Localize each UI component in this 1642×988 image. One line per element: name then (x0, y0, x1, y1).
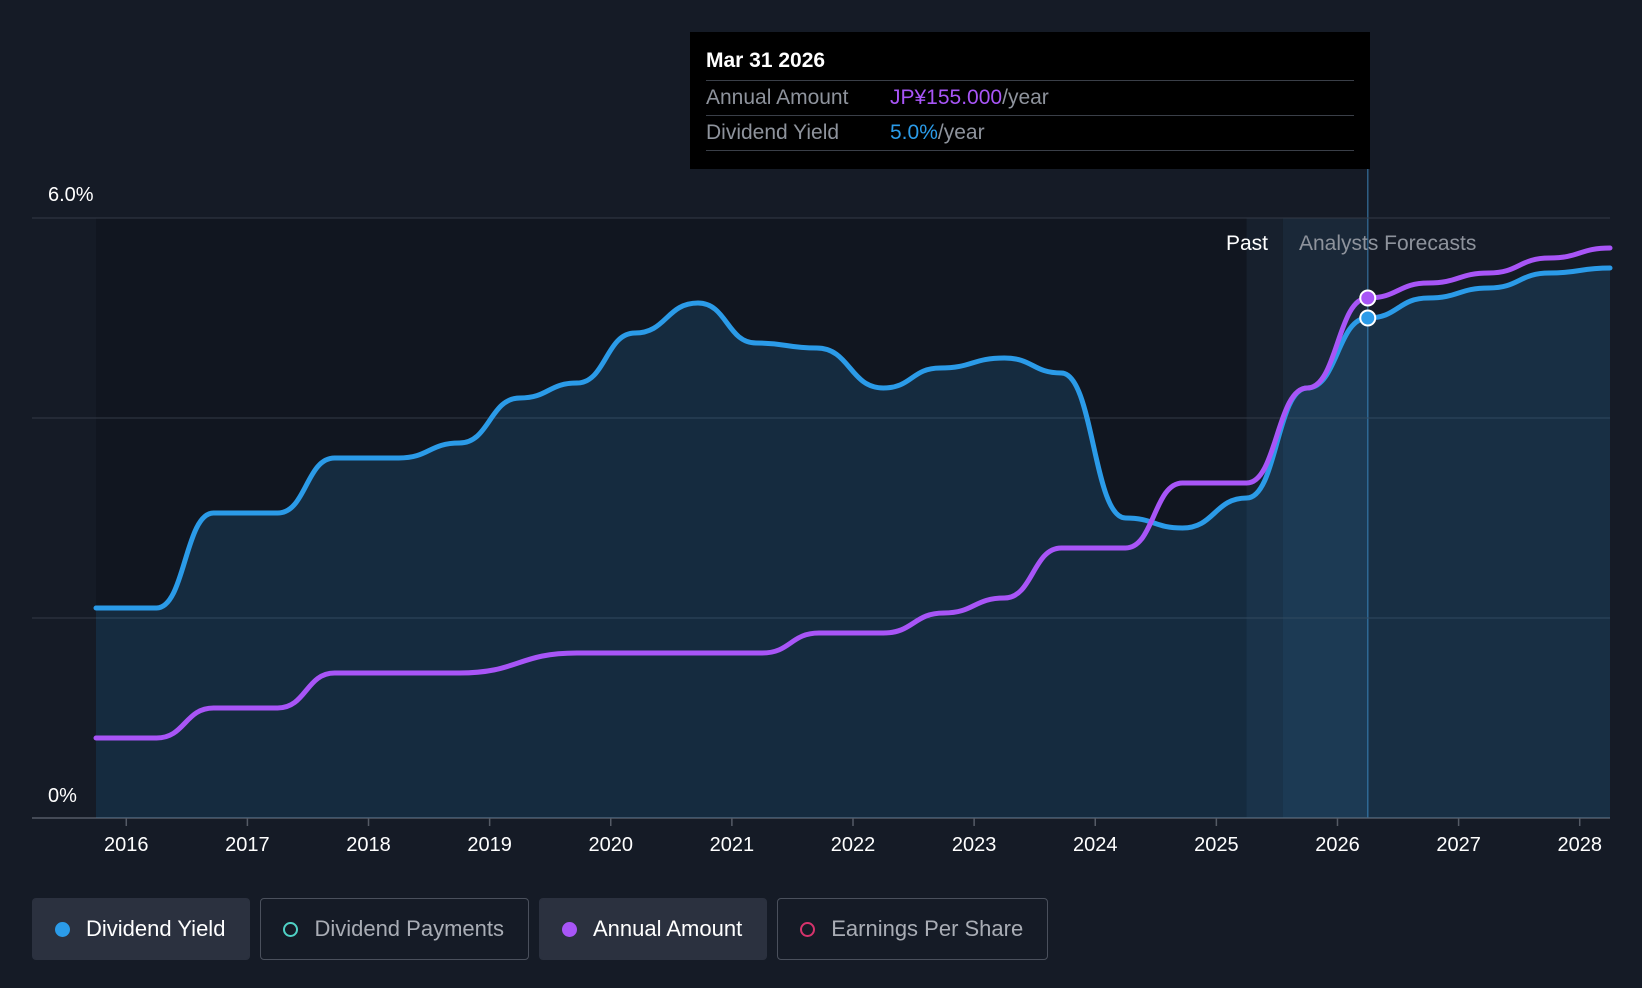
x-tick-label: 2022 (831, 834, 876, 856)
x-tick-label: 2019 (467, 834, 512, 856)
legend: Dividend Yield Dividend Payments Annual … (32, 898, 1049, 960)
hover-marker-0 (1359, 309, 1377, 327)
tooltip-unit: /year (1002, 86, 1049, 109)
y-label-max: 6.0% (48, 184, 94, 206)
tooltip-label: Annual Amount (706, 86, 849, 109)
past-region-band (96, 218, 1247, 818)
hover-marker-1 (1359, 289, 1377, 307)
x-tick-label: 2024 (1073, 834, 1118, 856)
tooltip-row-dividend-yield: Dividend Yield 5.0% /year (706, 116, 1354, 151)
forecast-label: Analysts Forecasts (1299, 232, 1476, 255)
x-tick-label: 2017 (225, 834, 270, 856)
legend-label: Earnings Per Share (831, 916, 1024, 941)
x-tick-label: 2027 (1436, 834, 1481, 856)
hollow-dot-icon (283, 921, 299, 937)
hollow-dot-icon (800, 921, 816, 937)
legend-label: Annual Amount (592, 916, 743, 941)
tooltip-label: Dividend Yield (706, 121, 840, 144)
x-tick-label: 2023 (952, 834, 997, 856)
tooltip-row-annual-amount: Annual Amount JP¥155.000 /year (706, 81, 1354, 116)
x-tick-label: 2021 (710, 834, 755, 856)
tooltip-value: JP¥155.000 (890, 86, 1003, 109)
x-tick-label: 2018 (346, 834, 391, 856)
filled-dot-icon (55, 921, 70, 937)
x-tick-label: 2028 (1557, 834, 1602, 856)
transition-band (1246, 218, 1283, 818)
tooltip-value: 5.0% (890, 121, 938, 144)
past-label: Past (1226, 232, 1268, 255)
highlight-band (1282, 218, 1368, 818)
x-tick-label: 2026 (1315, 834, 1360, 856)
x-tick-label: 2020 (589, 834, 634, 856)
y-label-min: 0% (48, 785, 77, 807)
tooltip-date: Mar 31 2026 (706, 46, 1354, 81)
legend-label: Dividend Payments (314, 916, 504, 941)
legend-item-earnings-per-share[interactable]: Earnings Per Share (777, 898, 1049, 960)
legend-item-dividend-payments[interactable]: Dividend Payments (260, 898, 529, 960)
series-area-0 (96, 268, 1610, 818)
tooltip-unit: /year (937, 121, 985, 144)
filled-dot-icon (561, 921, 577, 937)
legend-label: Dividend Yield (86, 916, 226, 941)
legend-item-annual-amount[interactable]: Annual Amount (538, 898, 768, 960)
series-line-0 (93, 265, 1613, 611)
hover-tooltip: Mar 31 2026 Annual Amount JP¥155.000 /ye… (690, 32, 1370, 169)
x-tick-label: 2016 (104, 834, 149, 856)
x-tick-label: 2025 (1194, 834, 1239, 856)
legend-item-dividend-yield[interactable]: Dividend Yield (32, 898, 251, 960)
